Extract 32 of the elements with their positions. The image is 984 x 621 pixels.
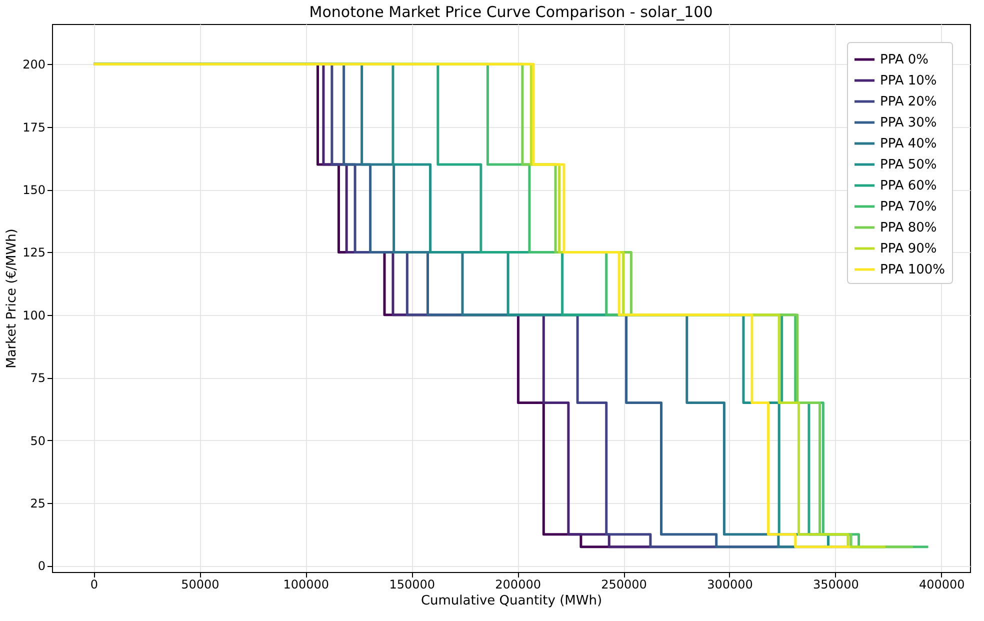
x-tick-label: 400000 [918, 578, 965, 592]
x-tick-label: 200000 [495, 578, 541, 592]
legend-label: PPA 40% [880, 136, 937, 152]
x-tick-label: 0 [90, 578, 98, 592]
x-axis-title: Cumulative Quantity (MWh) [420, 594, 602, 608]
x-tick-label: 250000 [601, 578, 647, 592]
legend-label: PPA 60% [880, 178, 937, 194]
legend-label: PPA 10% [880, 74, 937, 88]
legend-label: PPA 30% [880, 116, 937, 130]
y-axis-title: Market Price (€/MWh) [4, 228, 20, 368]
x-tick-label: 100000 [283, 578, 330, 592]
y-tick-label: 125 [22, 246, 46, 260]
legend-label: PPA 90% [880, 242, 937, 256]
y-tick-label: 50 [30, 434, 46, 448]
y-tick-label: 100 [22, 308, 46, 322]
x-tick-label: 350000 [813, 578, 859, 592]
y-tick-label: 200 [22, 58, 46, 72]
legend-label: PPA 70% [880, 200, 937, 214]
x-tick-label: 150000 [389, 578, 436, 592]
y-tick-label: 175 [22, 120, 46, 134]
legend-label: PPA 80% [880, 220, 937, 236]
legend-label: PPA 50% [880, 158, 937, 172]
x-tick-label: 50000 [181, 578, 220, 592]
y-tick-label: 25 [30, 496, 46, 511]
x-tick-label: 300000 [707, 578, 753, 592]
y-tick-label: 150 [22, 183, 46, 198]
y-tick-label: 75 [30, 371, 46, 386]
legend-label: PPA 100% [880, 262, 946, 278]
legend-label: PPA 20% [880, 94, 937, 110]
y-tick-label: 0 [38, 559, 46, 574]
chart-title: Monotone Market Price Curve Comparison - solar_100 [309, 3, 713, 21]
legend-label: PPA 0% [880, 52, 928, 68]
